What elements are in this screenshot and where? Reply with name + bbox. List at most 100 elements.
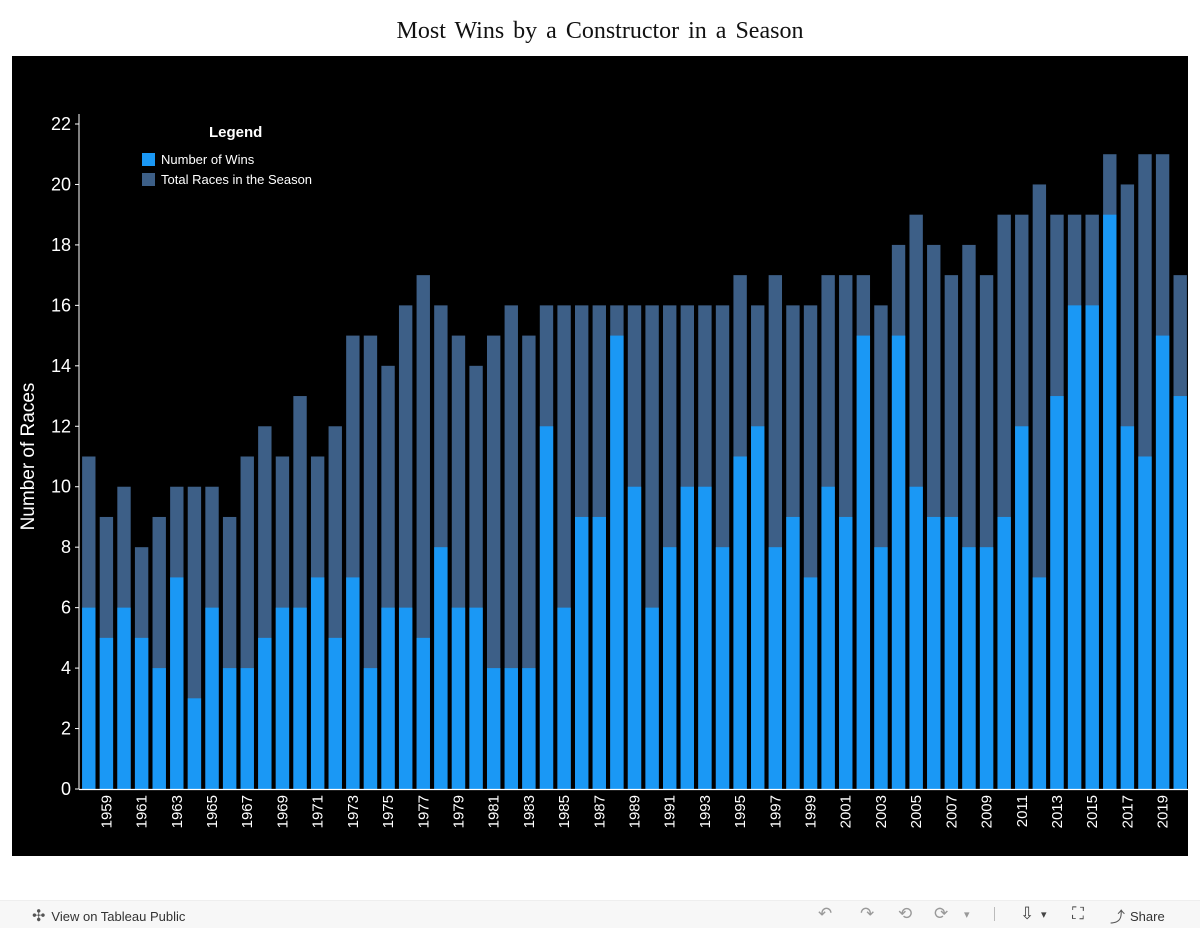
share-label: Share: [1130, 909, 1165, 924]
bar-wins-1959: [99, 637, 114, 789]
x-tick-label-1989: 1989: [627, 795, 644, 828]
fullscreen-icon[interactable]: ⛶: [1072, 904, 1084, 923]
bar-wins-1964: [187, 698, 202, 789]
x-tick-label-1997: 1997: [767, 795, 784, 828]
bar-wins-1983: [522, 668, 536, 789]
bar-wins-1991: [663, 547, 677, 789]
view-on-tableau-link[interactable]: ✣ View on Tableau Public: [32, 906, 185, 926]
bar-wins-1997: [768, 547, 783, 789]
y-tick-label: 12: [51, 416, 71, 436]
y-tick-label: 8: [61, 537, 71, 557]
bar-wins-1967: [240, 668, 254, 789]
x-tick-label-1991: 1991: [662, 795, 679, 828]
bar-wins-2012: [1032, 577, 1047, 789]
bar-wins-1966: [222, 668, 237, 789]
y-tick-label: 10: [51, 477, 71, 497]
x-tick-label-2011: 2011: [1014, 795, 1031, 827]
bar-wins-2016: [1103, 214, 1117, 789]
x-tick-label-1959: 1959: [98, 795, 115, 828]
view-on-tableau-label: View on Tableau Public: [51, 908, 186, 924]
x-tick-label-2005: 2005: [908, 795, 925, 828]
bar-wins-1984: [539, 426, 554, 789]
y-tick-label: 18: [51, 235, 71, 255]
legend-swatch-total: [142, 172, 155, 186]
bar-wins-1973: [346, 577, 360, 789]
y-tick-label: 20: [51, 174, 71, 194]
x-tick-label-2019: 2019: [1155, 795, 1172, 828]
bar-wins-1970: [293, 607, 307, 789]
bar-wins-1988: [610, 335, 624, 789]
bar-wins-1971: [310, 577, 325, 789]
bar-wins-1998: [786, 516, 800, 789]
bar-wins-2009: [979, 547, 994, 789]
bar-wins-1986: [575, 516, 589, 789]
x-tick-label-2013: 2013: [1049, 795, 1066, 828]
tableau-logo-icon: ✣: [32, 908, 46, 925]
y-tick-label: 6: [61, 598, 71, 618]
undo-icon[interactable]: ↶: [818, 904, 833, 923]
legend-label-total: Total Races in the Season: [161, 171, 313, 187]
bar-wins-2004: [891, 335, 906, 789]
bar-wins-1992: [680, 486, 694, 789]
bar-wins-1975: [381, 607, 395, 789]
refresh-dropdown-icon[interactable]: ▾: [964, 909, 970, 921]
chart-plot: Number of Races 0 2 4 6 8 10 12 14 16 18 20 22 1959 19…: [18, 114, 1188, 828]
bar-wins-1989: [627, 486, 642, 789]
y-axis-label: Number of Races: [18, 383, 39, 531]
legend-item-total[interactable]: Total Races in the Season: [142, 169, 312, 189]
bar-wins-2002: [856, 335, 871, 789]
bar-wins-2006: [927, 516, 941, 789]
download-icon[interactable]: ⇩: [1020, 904, 1035, 923]
bar-wins-1965: [205, 607, 219, 789]
x-tick-label-1993: 1993: [697, 795, 714, 828]
bar-wins-1993: [698, 486, 712, 789]
bar-wins-2010: [997, 516, 1011, 789]
bar-wins-1979: [451, 607, 466, 789]
x-tick-label-2017: 2017: [1119, 795, 1136, 828]
x-tick-label-1987: 1987: [591, 795, 608, 828]
x-tick-label-1985: 1985: [556, 795, 573, 828]
share-button[interactable]: ⤴ Share: [1110, 906, 1165, 927]
bar-wins-1999: [803, 577, 818, 789]
x-tick-label-1975: 1975: [380, 795, 397, 828]
x-tick-label-1961: 1961: [134, 795, 151, 828]
redo-icon[interactable]: ↷: [860, 904, 875, 923]
bar-wins-2008: [962, 547, 976, 789]
bar-wins-1968: [258, 637, 272, 789]
legend-title: Legend: [209, 124, 263, 141]
bar-wins-1981: [486, 668, 501, 789]
y-tick-label: 22: [51, 114, 71, 134]
y-tick-label: 14: [51, 356, 71, 376]
x-tick-label-1983: 1983: [521, 795, 538, 828]
revert-icon[interactable]: ⟲: [898, 904, 913, 923]
bar-wins-2011: [1015, 426, 1029, 789]
x-tick-label-1979: 1979: [450, 795, 467, 828]
bar-wins-1977: [416, 637, 430, 789]
x-tick-label-1973: 1973: [345, 795, 362, 828]
bar-wins-1980: [469, 607, 483, 789]
bar-wins-2017: [1120, 426, 1135, 789]
y-tick-label: 2: [61, 719, 71, 739]
bar-wins-2015: [1085, 305, 1099, 789]
bar-wins-2018: [1138, 456, 1152, 789]
bar-wins-1962: [152, 668, 166, 789]
bar-wins-1978: [434, 547, 448, 789]
legend-swatch-wins: [142, 152, 155, 166]
legend-item-wins[interactable]: Number of Wins: [142, 149, 312, 169]
x-tick-label-1971: 1971: [310, 795, 327, 828]
share-icon: ⤴: [1110, 909, 1126, 926]
x-tick-label-1995: 1995: [732, 795, 749, 828]
x-tick-label-1965: 1965: [204, 795, 221, 828]
x-tick-label-2015: 2015: [1084, 795, 1101, 828]
legend: Legend Number of Wins Total Races in the…: [142, 124, 312, 189]
bar-wins-1963: [170, 577, 184, 789]
x-tick-label-1981: 1981: [486, 795, 503, 828]
x-tick-label-2007: 2007: [943, 795, 960, 828]
download-dropdown-icon[interactable]: ▾: [1041, 909, 1047, 921]
bar-wins-1976: [398, 607, 413, 789]
bar-wins-2005: [909, 486, 923, 789]
bar-wins-1972: [328, 637, 342, 789]
bar-wins-1961: [134, 637, 149, 789]
refresh-icon[interactable]: ⟳: [934, 904, 949, 923]
x-tick-label-1999: 1999: [803, 795, 820, 828]
